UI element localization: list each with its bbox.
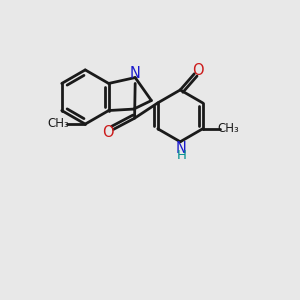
Text: CH₃: CH₃ (47, 117, 69, 130)
Text: O: O (102, 125, 114, 140)
Text: O: O (192, 63, 204, 78)
Text: CH₃: CH₃ (218, 122, 239, 135)
Text: N: N (176, 141, 187, 156)
Text: N: N (130, 66, 141, 81)
Text: H: H (176, 149, 186, 162)
